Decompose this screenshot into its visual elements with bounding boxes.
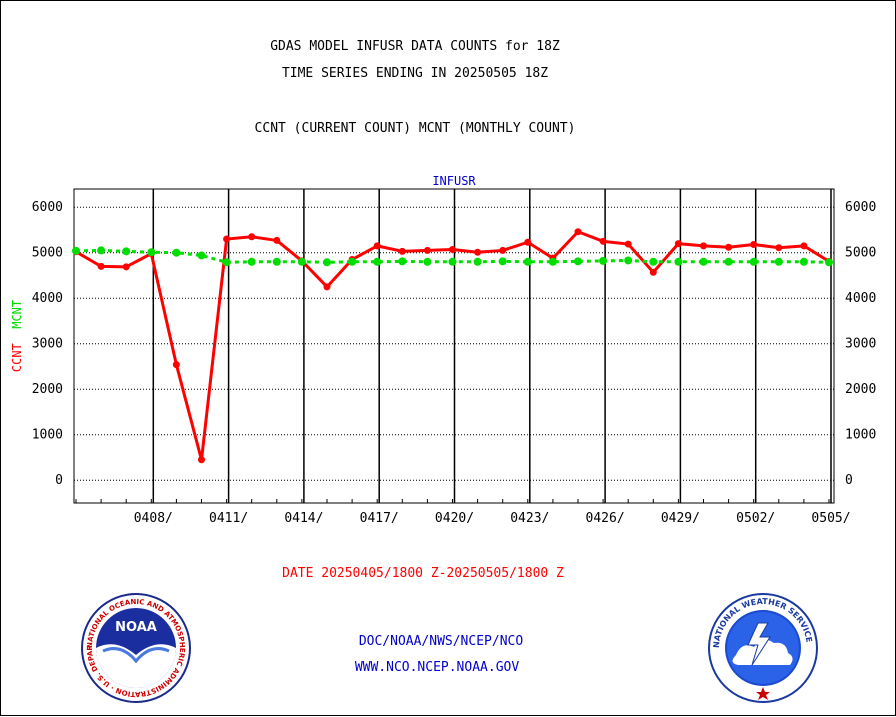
data-point-ccnt xyxy=(248,233,256,241)
data-point-mcnt xyxy=(649,257,658,266)
data-point-mcnt xyxy=(97,246,106,255)
data-point-ccnt xyxy=(474,248,482,256)
data-point-ccnt xyxy=(323,283,331,291)
data-point-mcnt xyxy=(323,258,331,267)
data-point-mcnt xyxy=(373,257,382,266)
data-point-ccnt xyxy=(524,238,532,246)
data-point-mcnt xyxy=(574,257,582,266)
data-point-mcnt xyxy=(423,257,432,266)
header-subtitle: TIME SERIES ENDING IN 20250505 18Z xyxy=(281,66,549,81)
date-range: DATE 20250405/1800 Z-20250505/1800 Z xyxy=(282,566,564,581)
y-tick-label-right: 5000 xyxy=(845,246,876,261)
data-point-ccnt xyxy=(599,237,607,245)
y-tick-label-right: 4000 xyxy=(845,291,876,306)
data-point-mcnt xyxy=(122,247,131,256)
y-axis-label: CCNT MCNT xyxy=(10,300,24,372)
data-point-mcnt xyxy=(825,258,833,267)
data-point-ccnt xyxy=(273,236,281,244)
data-point-mcnt xyxy=(247,257,256,266)
x-tick-label: 0411/ xyxy=(209,511,248,526)
star-icon xyxy=(756,687,770,700)
data-point-mcnt xyxy=(272,257,281,266)
x-tick-label: 0417/ xyxy=(360,511,399,526)
data-point-ccnt xyxy=(423,246,431,254)
chart-title: INFUSR xyxy=(432,174,476,188)
data-point-ccnt xyxy=(499,246,507,254)
y-axis-label-ccnt: CCNT xyxy=(10,343,24,373)
data-point-ccnt xyxy=(750,241,758,249)
data-point-mcnt xyxy=(774,257,783,266)
data-point-mcnt xyxy=(498,257,507,266)
data-point-ccnt xyxy=(449,246,456,254)
data-point-mcnt xyxy=(473,257,482,266)
data-point-mcnt xyxy=(749,257,758,266)
nws-logo[interactable]: NATIONAL WEATHER SERVICE xyxy=(708,593,818,703)
y-tick-label-right: 1000 xyxy=(845,428,876,443)
data-point-ccnt xyxy=(122,263,130,271)
data-point-mcnt xyxy=(297,257,306,266)
data-point-ccnt xyxy=(172,361,180,369)
data-point-mcnt xyxy=(197,251,206,260)
data-point-mcnt xyxy=(72,246,80,255)
data-point-mcnt xyxy=(699,257,708,266)
y-tick-label-right: 2000 xyxy=(845,382,876,397)
data-point-mcnt xyxy=(599,256,608,265)
data-point-mcnt xyxy=(398,257,407,266)
y-axis-label-mcnt: MCNT xyxy=(10,299,24,329)
y-tick-label-left: 0 xyxy=(55,473,63,488)
x-tick-label: 0505/ xyxy=(811,511,850,526)
y-tick-label-left: 2000 xyxy=(32,382,63,397)
x-tick-label: 0429/ xyxy=(661,511,700,526)
data-point-ccnt xyxy=(97,262,105,270)
data-point-ccnt xyxy=(725,243,733,251)
y-tick-label-right: 0 xyxy=(845,473,853,488)
header-title: GDAS MODEL INFUSR DATA COUNTS for 18Z xyxy=(270,39,560,54)
x-tick-label: 0414/ xyxy=(284,511,323,526)
y-tick-label-left: 3000 xyxy=(32,337,63,352)
y-tick-label-left: 6000 xyxy=(32,200,63,215)
data-point-mcnt xyxy=(674,257,683,266)
x-tick-label: 0423/ xyxy=(510,511,549,526)
data-point-ccnt xyxy=(800,242,808,250)
y-tick-label-left: 4000 xyxy=(32,291,63,306)
data-point-mcnt xyxy=(548,257,557,266)
data-point-ccnt xyxy=(624,240,632,248)
data-point-ccnt xyxy=(700,242,707,250)
noaa-logo[interactable]: NATIONAL OCEANIC AND ATMOSPHERIC ADMINIS… xyxy=(81,593,191,703)
footer-url-link[interactable]: WWW.NCO.NCEP.NOAA.GOV xyxy=(354,660,520,675)
noaa-logo-text: NOAA xyxy=(115,620,157,635)
data-point-mcnt xyxy=(448,257,457,266)
y-tick-label-left: 5000 xyxy=(32,246,63,261)
data-point-mcnt xyxy=(624,256,633,265)
data-point-ccnt xyxy=(223,235,231,243)
data-point-mcnt xyxy=(348,257,357,266)
data-point-mcnt xyxy=(222,258,231,267)
data-point-ccnt xyxy=(674,240,682,248)
data-point-ccnt xyxy=(198,456,205,464)
y-tick-label-right: 6000 xyxy=(845,200,876,215)
data-point-mcnt xyxy=(799,257,808,266)
x-tick-label: 0426/ xyxy=(586,511,625,526)
x-tick-label: 0408/ xyxy=(134,511,173,526)
data-point-mcnt xyxy=(523,257,532,266)
y-tick-label-left: 1000 xyxy=(32,428,63,443)
data-point-ccnt xyxy=(373,242,381,250)
data-point-mcnt xyxy=(172,248,181,257)
data-point-ccnt xyxy=(649,268,657,276)
data-point-ccnt xyxy=(398,247,406,255)
data-point-ccnt xyxy=(574,228,582,236)
header-legend-text: CCNT (CURRENT COUNT) MCNT (MONTHLY COUNT… xyxy=(254,121,576,136)
data-point-ccnt xyxy=(775,244,783,252)
x-tick-label: 0502/ xyxy=(736,511,775,526)
data-point-mcnt xyxy=(147,248,156,257)
data-point-mcnt xyxy=(724,257,733,266)
y-tick-label-right: 3000 xyxy=(845,337,876,352)
x-tick-label: 0420/ xyxy=(435,511,474,526)
footer-org-link[interactable]: DOC/NOAA/NWS/NCEP/NCO xyxy=(358,634,524,649)
